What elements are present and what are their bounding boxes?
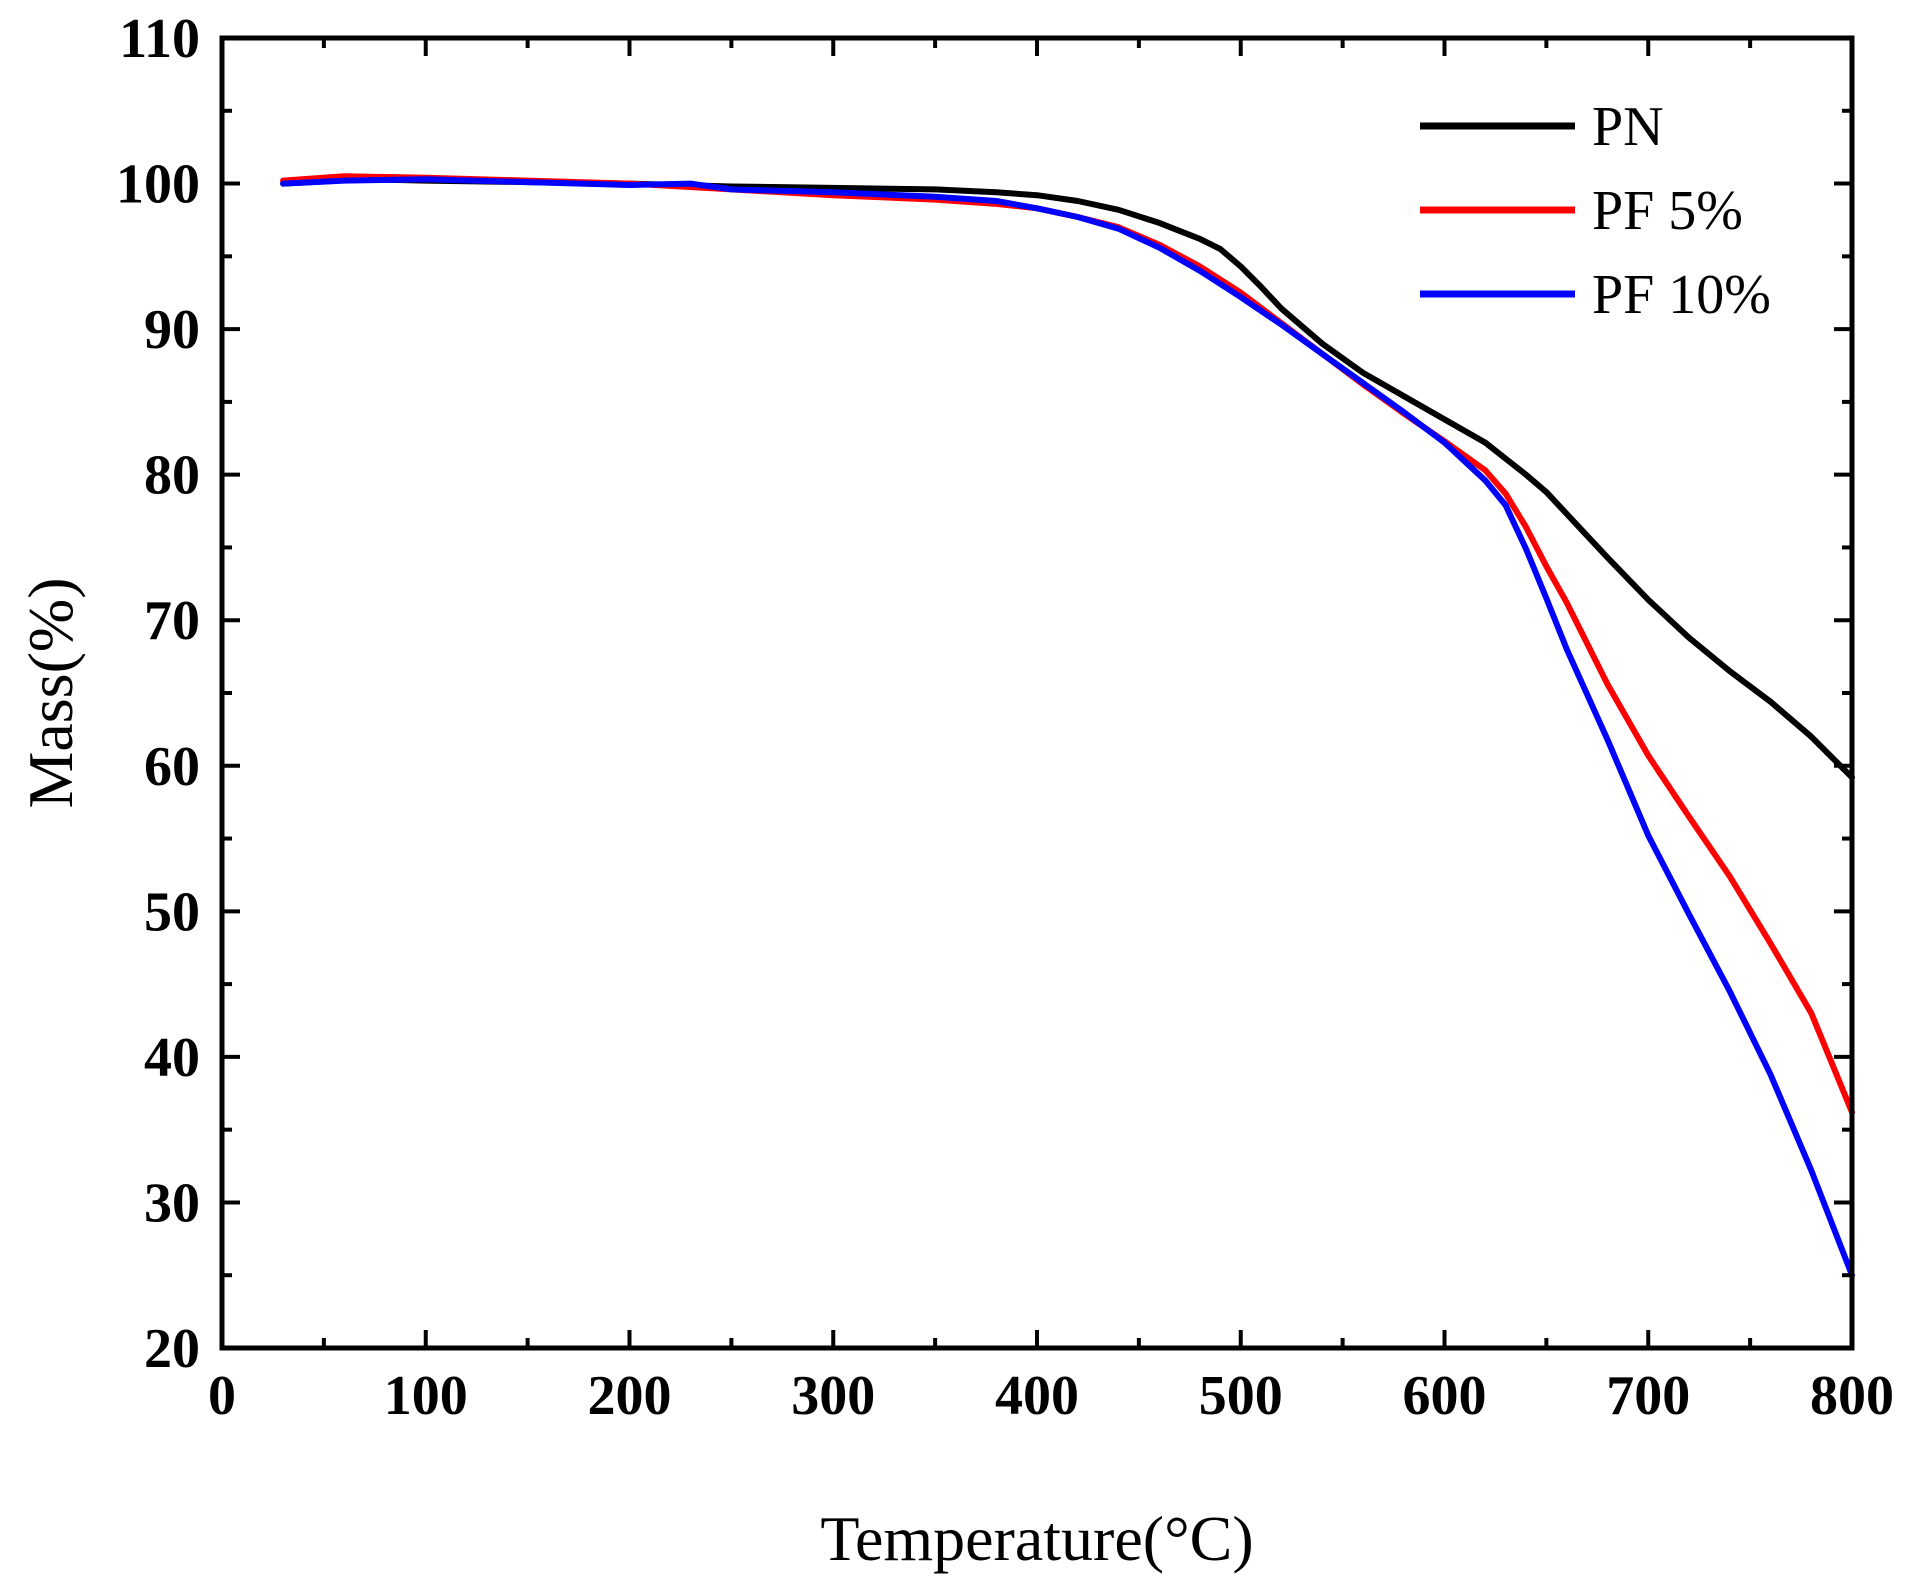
legend: PN PF 5% PF 10% [1420,96,1771,326]
x-tick-label: 200 [588,1365,672,1427]
x-tick-label: 500 [1199,1365,1283,1427]
legend-label: PF 10% [1592,264,1771,326]
y-tick-label: 40 [144,1027,200,1089]
y-tick-label: 80 [144,445,200,507]
y-tick-label: 70 [144,590,200,652]
series-line-pf-10 [280,176,1855,1279]
y-tick-label: 50 [144,881,200,943]
x-tick-label: 100 [384,1365,468,1427]
x-tick-label: 700 [1606,1365,1690,1427]
y-tick-label: 60 [144,736,200,798]
legend-label: PF 5% [1592,180,1743,242]
series-line-pn [280,176,1855,781]
y-tick-label: 90 [144,299,200,361]
x-tick-label: 0 [208,1365,236,1427]
y-axis-title: Mass(%) [15,577,86,808]
y-tick-label: 20 [144,1318,200,1380]
tick-labels: 0 100 200 300 400 500 600 700 800 20 30 40 50 60 70 80 9… [116,8,1894,1427]
plot-lines [280,173,1855,1279]
axis-ticks [220,36,1854,1350]
y-tick-label: 100 [116,154,200,216]
x-axis-title: Temperature(°C) [820,1503,1253,1574]
y-tick-label: 30 [144,1172,200,1234]
x-tick-label: 600 [1403,1365,1487,1427]
x-tick-label: 300 [791,1365,875,1427]
y-tick-label: 110 [119,8,200,70]
x-tick-label: 400 [995,1365,1079,1427]
x-tick-label: 800 [1810,1365,1894,1427]
legend-label: PN [1592,96,1664,158]
